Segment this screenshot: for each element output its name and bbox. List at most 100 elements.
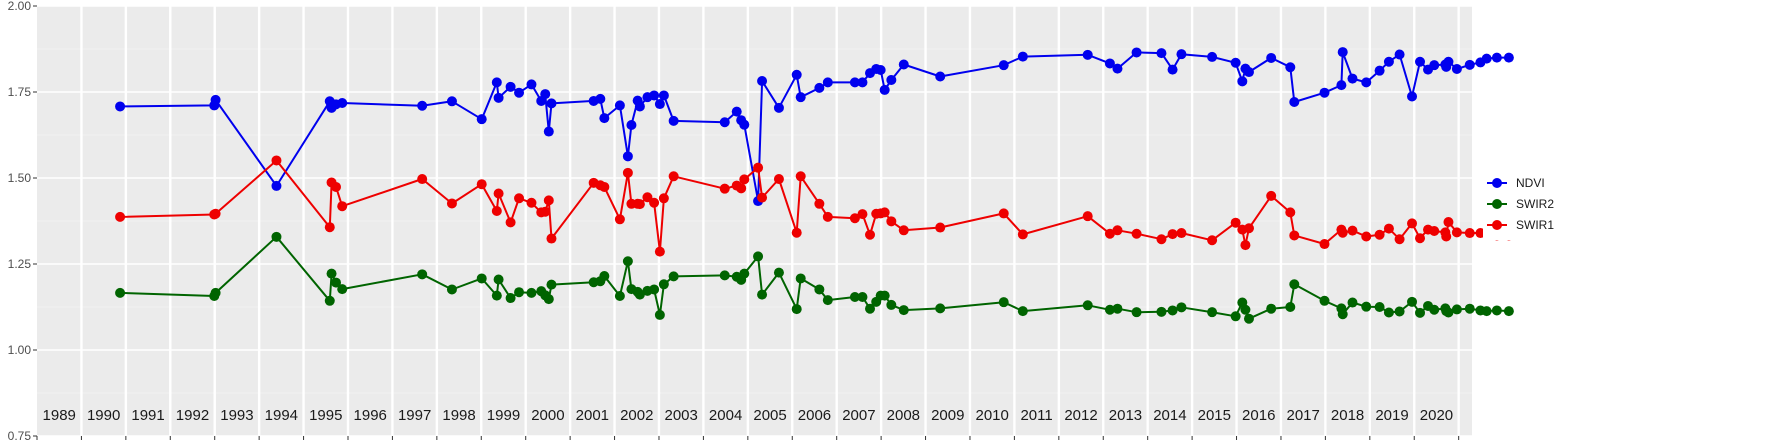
ndvi-data-point	[1503, 52, 1514, 63]
swir2-data-point	[1289, 279, 1300, 290]
swir1-data-point	[1017, 229, 1028, 240]
swir1-data-point	[1285, 207, 1296, 218]
year-label: 2011	[1020, 407, 1052, 424]
swir1-data-point	[719, 183, 730, 194]
swir1-data-point	[446, 198, 457, 209]
swir1-data-point	[1374, 229, 1385, 240]
year-label: 2006	[798, 407, 831, 424]
swir2-data-point	[814, 284, 825, 295]
year-label: 1994	[265, 407, 298, 424]
swir1-data-point	[654, 246, 665, 257]
swir1-data-point	[543, 195, 554, 206]
swir1-data-point	[505, 217, 516, 228]
swir1-data-point	[998, 208, 1009, 219]
swir2-data-point	[753, 251, 764, 262]
swir1-data-point	[1441, 231, 1452, 242]
ndvi-data-point	[1347, 73, 1358, 84]
year-label: 1998	[442, 407, 475, 424]
swir2-data-point	[998, 297, 1009, 308]
swir2-data-point	[1112, 303, 1123, 314]
year-label: 2007	[842, 407, 875, 424]
year-label: 2005	[753, 407, 786, 424]
swir1-data-point	[642, 192, 653, 203]
swir2-data-point	[1240, 304, 1251, 315]
swir2-data-point	[493, 274, 504, 285]
swir1-legend-label: SWIR1	[1516, 218, 1554, 232]
swir2-data-point	[1415, 307, 1426, 318]
swir1-data-point	[649, 197, 660, 208]
swir2-data-point	[1429, 304, 1440, 315]
swir2-data-point	[543, 294, 554, 305]
swir2-data-point	[634, 289, 645, 300]
swir2-data-point	[1503, 306, 1514, 317]
swir2-data-point	[1491, 305, 1502, 316]
ndvi-data-point	[1481, 53, 1492, 64]
ndvi-data-point	[654, 99, 665, 110]
ndvi-data-point	[935, 71, 946, 82]
swir2-data-point	[668, 271, 679, 282]
year-label: 2019	[1375, 407, 1408, 424]
swir1-data-point	[739, 174, 750, 185]
ndvi-data-point	[1207, 51, 1218, 62]
year-label: 2002	[620, 407, 653, 424]
swir2-legend-marker	[1492, 199, 1502, 209]
ndvi-legend-label: NDVI	[1516, 176, 1545, 190]
ndvi-data-point	[1112, 63, 1123, 74]
ndvi-data-point	[1131, 47, 1142, 58]
swir1-data-point	[1207, 235, 1218, 246]
ndvi-data-point	[115, 101, 126, 112]
swir1-data-point	[337, 201, 348, 212]
y-tick-label: 0.75	[8, 429, 32, 442]
swir2-data-point	[1443, 307, 1454, 318]
ndvi-data-point	[337, 98, 348, 109]
y-tick-label: 1.00	[8, 343, 32, 357]
swir1-data-point	[115, 211, 126, 222]
ndvi-data-point	[446, 96, 457, 107]
year-label: 1991	[131, 407, 164, 424]
y-tick-label: 2.00	[8, 0, 32, 13]
year-label: 2013	[1109, 407, 1142, 424]
swir1-data-point	[540, 206, 551, 217]
ndvi-data-point	[1285, 62, 1296, 73]
ndvi-data-point	[1230, 57, 1241, 68]
ndvi-data-point	[1289, 96, 1300, 107]
ndvi-data-point	[1415, 56, 1426, 67]
ndvi-data-point	[1443, 56, 1454, 67]
ndvi-data-point	[622, 151, 633, 162]
ndvi-data-point	[857, 77, 868, 88]
y-tick-label: 1.25	[8, 257, 32, 271]
swir1-data-point	[879, 207, 890, 218]
swir1-data-point	[1156, 234, 1167, 245]
swir2-data-point	[739, 268, 750, 279]
ndvi-data-point	[739, 119, 750, 130]
ndvi-data-point	[879, 84, 890, 95]
swir2-data-point	[1230, 311, 1241, 322]
swir1-data-point	[1394, 234, 1405, 245]
year-label: 2010	[975, 407, 1008, 424]
year-label: 2004	[709, 407, 742, 424]
swir2-data-point	[446, 284, 457, 295]
year-label: 2020	[1420, 407, 1453, 424]
swir2-data-point	[886, 299, 897, 310]
swir1-data-point	[1112, 225, 1123, 236]
swir1-data-point	[1289, 230, 1300, 241]
ndvi-data-point	[1104, 58, 1115, 69]
ndvi-data-point	[1337, 47, 1348, 58]
swir1-data-point	[1464, 228, 1475, 239]
ndvi-data-point	[540, 89, 551, 100]
swir1-data-point	[886, 216, 897, 227]
swir1-data-point	[736, 183, 747, 194]
swir2-data-point	[115, 287, 126, 298]
swir1-data-point	[493, 188, 504, 199]
ndvi-data-point	[791, 69, 802, 80]
swir1-data-point	[1443, 217, 1454, 228]
swir2-data-point	[491, 290, 502, 301]
swir2-data-point	[898, 305, 909, 316]
ndvi-data-point	[822, 77, 833, 88]
swir2-data-point	[1383, 307, 1394, 318]
year-label: 1997	[398, 407, 431, 424]
swir2-data-point	[476, 273, 487, 284]
swir1-data-point	[898, 225, 909, 236]
swir2-data-point	[324, 295, 335, 306]
